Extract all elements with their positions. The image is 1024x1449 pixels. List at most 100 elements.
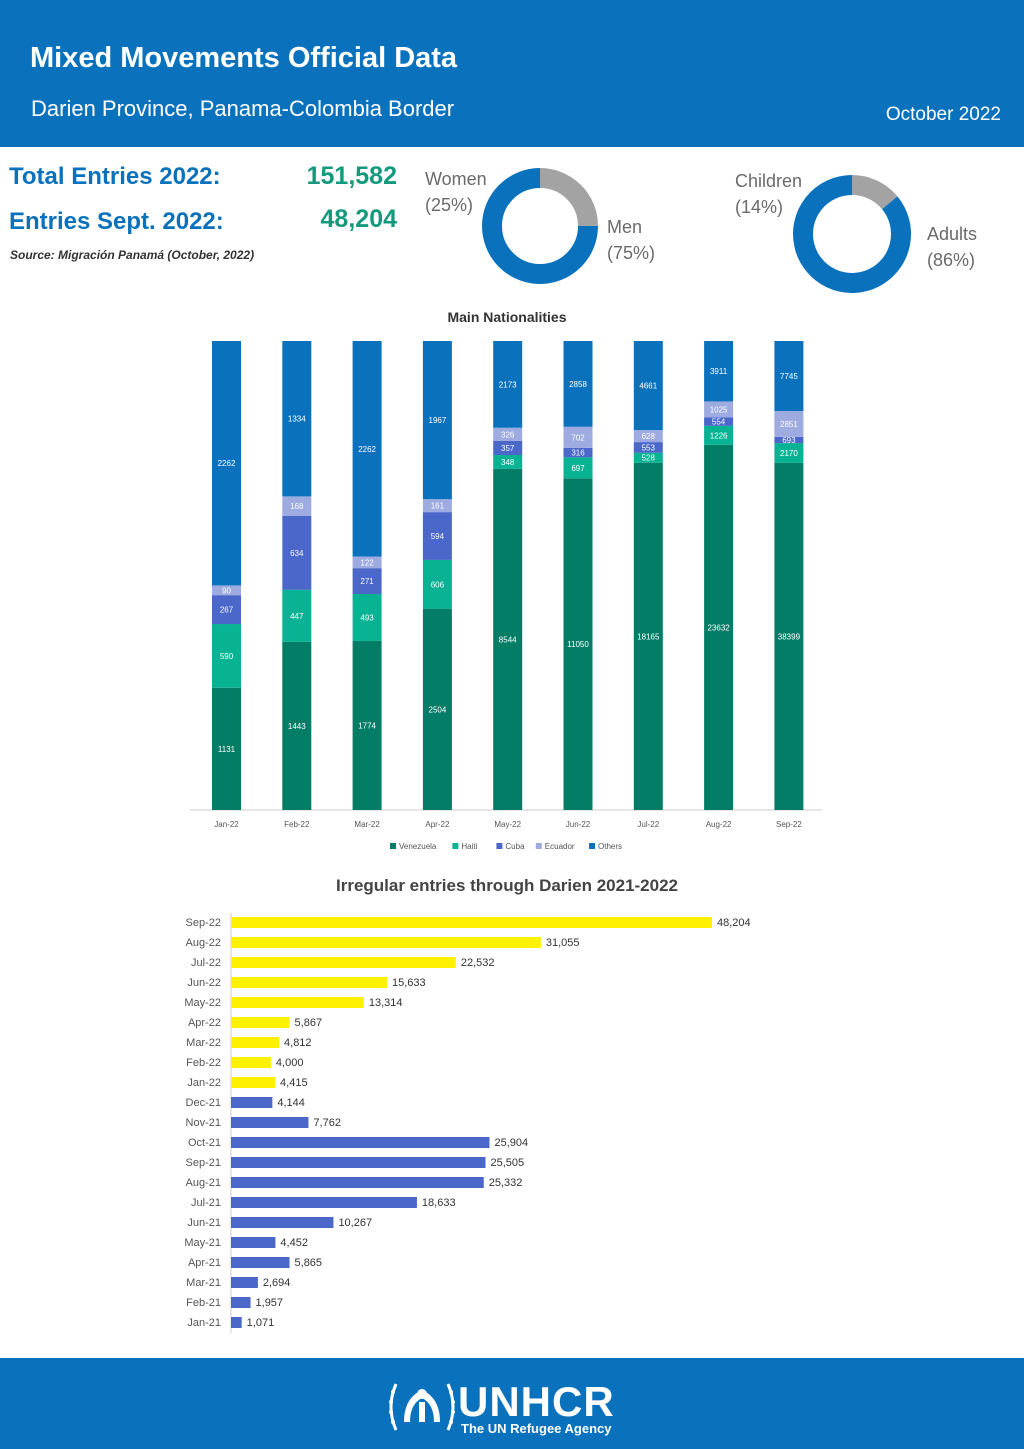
stack-segment-ecuador	[493, 427, 523, 441]
stack-value-label: 1131	[218, 745, 236, 754]
total-entries-label: Total Entries 2022:	[9, 163, 221, 190]
stack-value-label: 168	[290, 502, 304, 511]
stack-segment-others	[212, 341, 241, 586]
bar-value-label: 18,633	[422, 1197, 456, 1209]
stack-value-label: 38399	[778, 632, 801, 641]
stack-value-label: 554	[712, 418, 726, 427]
entries-bar	[231, 977, 387, 988]
stack-value-label: 7745	[780, 372, 798, 381]
stack-segment-venezuela	[704, 444, 734, 810]
entries-bar	[231, 1117, 309, 1128]
bar-value-label: 4,452	[280, 1237, 308, 1249]
stack-value-label: 1774	[358, 721, 376, 730]
y-category-label: Jan-22	[187, 1077, 221, 1089]
stack-segment-cuba	[212, 595, 241, 625]
entries-bar	[231, 1137, 490, 1148]
stack-segment-others	[422, 341, 452, 500]
x-tick-label: Aug-22	[706, 820, 732, 829]
bar-value-label: 25,904	[494, 1137, 528, 1149]
y-category-label: May-21	[184, 1237, 221, 1249]
entries-bar	[231, 917, 712, 928]
gender-donut	[482, 168, 598, 284]
bar-value-label: 15,633	[392, 977, 426, 989]
stack-value-label: 528	[642, 454, 656, 463]
stack-value-label: 11050	[567, 640, 589, 649]
entries-bar	[231, 1037, 280, 1048]
stack-value-label: 2170	[780, 449, 798, 458]
bar-value-label: 48,204	[717, 917, 751, 929]
entries-bar	[231, 1237, 276, 1248]
stack-segment-others	[633, 341, 663, 431]
entries-bar	[231, 957, 456, 968]
legend-entry: Cuba	[505, 842, 525, 851]
stack-segment-haiti	[212, 624, 241, 688]
stack-value-label: 702	[571, 433, 585, 442]
legend-entry: Venezuela	[399, 842, 437, 851]
stack-segment-ecuador	[352, 556, 382, 569]
entries-chart-title: Irregular entries through Darien 2021-20…	[336, 876, 678, 895]
stack-value-label: 2504	[429, 705, 447, 714]
stack-segment-haiti	[563, 457, 593, 479]
y-category-label: Jun-22	[187, 977, 221, 989]
stack-value-label: 122	[360, 558, 374, 567]
stack-segment-cuba	[633, 442, 663, 453]
legend-swatch	[390, 843, 396, 849]
stack-value-label: 594	[431, 532, 445, 541]
x-tick-label: May-22	[494, 820, 521, 829]
bar-value-label: 5,865	[295, 1257, 323, 1269]
y-category-label: Feb-22	[186, 1057, 221, 1069]
women-label: Women (25%)	[425, 169, 487, 215]
unhcr-logo-text: UNHCR	[458, 1378, 615, 1425]
stack-segment-others	[282, 341, 312, 497]
bar-value-label: 25,332	[489, 1177, 523, 1189]
stack-value-label: 2858	[569, 380, 587, 389]
entries-bar-chart: Sep-22 48,204 Aug-22 31,055 Jul-22 22,532 Jun-…	[184, 913, 751, 1333]
donut-slice-men	[482, 168, 598, 284]
age-donut	[793, 175, 911, 293]
y-category-label: Sep-22	[186, 917, 221, 929]
charts-canvas: Main Nationalities 1131 590 267 90 2262 Jan-2…	[184, 168, 911, 1333]
y-category-label: Aug-22	[186, 937, 221, 949]
stack-value-label: 267	[220, 606, 234, 615]
stack-value-label: 1967	[429, 416, 447, 425]
stack-segment-cuba	[774, 436, 804, 444]
entries-bar	[231, 1277, 258, 1288]
entries-bar	[231, 1157, 486, 1168]
source-note: Source: Migración Panamá (October, 2022)	[10, 248, 255, 262]
stack-segment-cuba	[704, 417, 734, 426]
stack-segment-haiti	[774, 443, 804, 463]
entries-bar	[231, 1057, 271, 1068]
donut-slice-women	[539, 168, 598, 227]
stack-value-label: 1443	[288, 722, 306, 731]
stack-value-label: 348	[501, 458, 515, 467]
stack-segment-venezuela	[212, 687, 241, 810]
stack-value-label: 493	[360, 613, 374, 622]
stack-value-label: 697	[571, 464, 585, 473]
stack-value-label: 693	[782, 436, 796, 445]
y-category-label: Jun-21	[187, 1217, 221, 1229]
stack-value-label: 326	[501, 430, 515, 439]
entries-bar	[231, 1097, 273, 1108]
y-category-label: Nov-21	[186, 1117, 221, 1129]
bar-value-label: 4,812	[284, 1037, 312, 1049]
y-category-label: Jan-21	[187, 1317, 221, 1329]
entries-bar	[231, 997, 364, 1008]
y-category-label: Mar-22	[186, 1037, 221, 1049]
entries-bar	[231, 1077, 276, 1088]
legend-entry: Others	[598, 842, 622, 851]
stack-segment-others	[352, 341, 382, 557]
stack-segment-cuba	[282, 515, 312, 590]
legend-swatch	[589, 843, 595, 849]
stack-value-label: 447	[290, 612, 304, 621]
stack-segment-ecuador	[563, 426, 593, 448]
stack-segment-cuba	[352, 568, 382, 594]
x-tick-label: Sep-22	[776, 820, 802, 829]
stack-segment-others	[563, 341, 593, 427]
nationalities-stacked-chart: 1131 590 267 90 2262 Jan-22 1443 447 634 168 1334 F…	[190, 341, 822, 851]
stack-value-label: 23632	[707, 623, 730, 632]
donut-slice-children	[851, 175, 898, 210]
bar-value-label: 10,267	[338, 1217, 372, 1229]
bar-value-label: 4,415	[280, 1077, 308, 1089]
bar-value-label: 31,055	[546, 937, 580, 949]
sept-entries-label: Entries Sept. 2022:	[9, 208, 224, 235]
